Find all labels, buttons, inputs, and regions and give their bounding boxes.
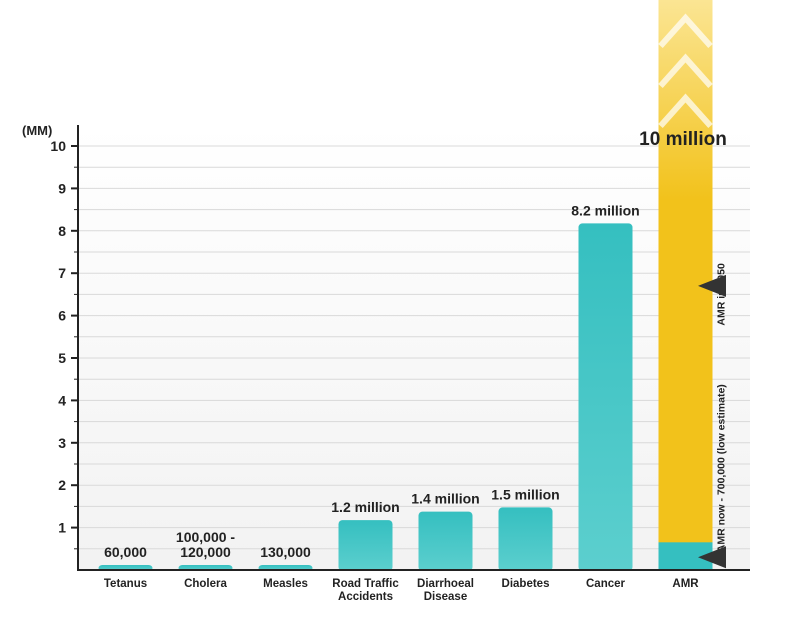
- bar-value-label: 8.2 million: [571, 202, 639, 218]
- bar: [578, 223, 633, 571]
- y-tick-label: 10: [50, 138, 66, 154]
- y-tick-label: 2: [58, 477, 66, 493]
- bar-value-label: 1.5 million: [491, 486, 559, 502]
- bar-value-label: 130,000: [260, 544, 311, 560]
- y-tick-label: 6: [58, 308, 66, 324]
- y-tick-label: 4: [58, 392, 66, 408]
- up-chevron-icon: [658, 13, 713, 48]
- x-tick-label: Accidents: [338, 591, 393, 603]
- x-tick-label: Disease: [424, 591, 467, 603]
- pointer-arrow-icon: [698, 546, 726, 569]
- x-tick-label: Cancer: [586, 578, 626, 590]
- x-tick-label: Cholera: [184, 578, 227, 590]
- y-tick-label: 9: [58, 180, 66, 196]
- plot-area: [78, 125, 750, 570]
- x-tick-label: Tetanus: [104, 578, 147, 590]
- bar: [338, 520, 393, 571]
- y-tick-label: 3: [58, 435, 66, 451]
- y-unit-label: (MM): [22, 123, 52, 138]
- x-tick-label: Diabetes: [502, 578, 550, 590]
- x-tick-label: Diarrhoeal: [417, 578, 474, 590]
- y-tick-label: 5: [58, 350, 66, 366]
- pointer-arrow-icon: [698, 274, 726, 297]
- bar: [498, 507, 553, 571]
- x-tick-label: Road Traffic: [332, 578, 399, 590]
- bar-value-label: 100,000 -: [176, 529, 235, 545]
- amr-2050-value-label: 10 million: [639, 129, 727, 150]
- up-chevron-icon: [658, 93, 713, 128]
- bar: [418, 511, 473, 571]
- bar-value-label: 1.2 million: [331, 499, 399, 515]
- amr-now-annotation: AMR now - 700,000 (low estimate): [716, 384, 728, 552]
- bar-value-label: 120,000: [180, 544, 231, 560]
- bar-value-label: 1.4 million: [411, 491, 479, 507]
- y-tick-label: 1: [58, 520, 66, 536]
- up-chevron-icon: [658, 53, 713, 88]
- bar-value-label: 60,000: [104, 544, 147, 560]
- x-tick-label: Measles: [263, 578, 308, 590]
- y-tick-label: 8: [58, 223, 66, 239]
- y-tick-label: 7: [58, 265, 66, 281]
- x-tick-label: AMR: [672, 578, 699, 590]
